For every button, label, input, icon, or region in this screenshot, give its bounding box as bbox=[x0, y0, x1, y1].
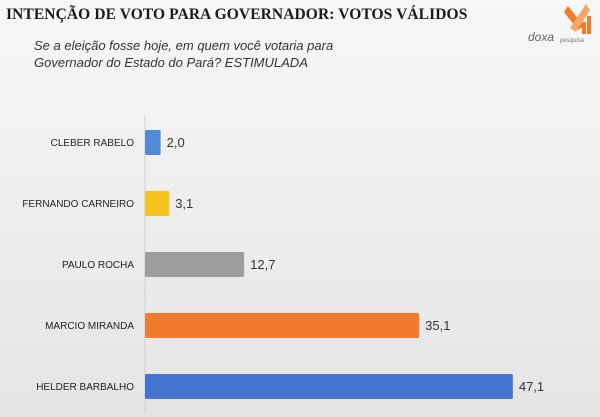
bar-fernando-carneiro bbox=[145, 191, 170, 216]
category-label: MARCIO MIRANDA bbox=[45, 321, 134, 332]
value-label: 3,1 bbox=[175, 196, 193, 211]
value-label: 12,7 bbox=[250, 257, 275, 272]
logo-text: doxa bbox=[528, 30, 555, 44]
value-label: 35,1 bbox=[425, 318, 450, 333]
bar-marcio-miranda bbox=[145, 313, 420, 338]
category-label: HELDER BARBALHO bbox=[36, 382, 134, 393]
value-label: 47,1 bbox=[519, 379, 544, 394]
chart-subtitle: Se a eleição fosse hoje, em quem você vo… bbox=[34, 38, 334, 70]
bar-paulo-rocha bbox=[145, 252, 245, 277]
doxa-logo-icon bbox=[564, 4, 591, 34]
category-label: CLEBER RABELO bbox=[51, 138, 135, 149]
category-label: PAULO ROCHA bbox=[62, 260, 134, 271]
value-label: 2,0 bbox=[167, 135, 185, 150]
logo-subtext: pesquisa bbox=[560, 38, 585, 44]
bar-cleber-rabelo bbox=[145, 130, 161, 155]
bar-helder-barbalho bbox=[145, 374, 513, 399]
category-label: FERNANDO CARNEIRO bbox=[22, 199, 134, 210]
chart-title: INTENÇÃO DE VOTO PARA GOVERNADOR: VOTOS … bbox=[6, 6, 468, 23]
